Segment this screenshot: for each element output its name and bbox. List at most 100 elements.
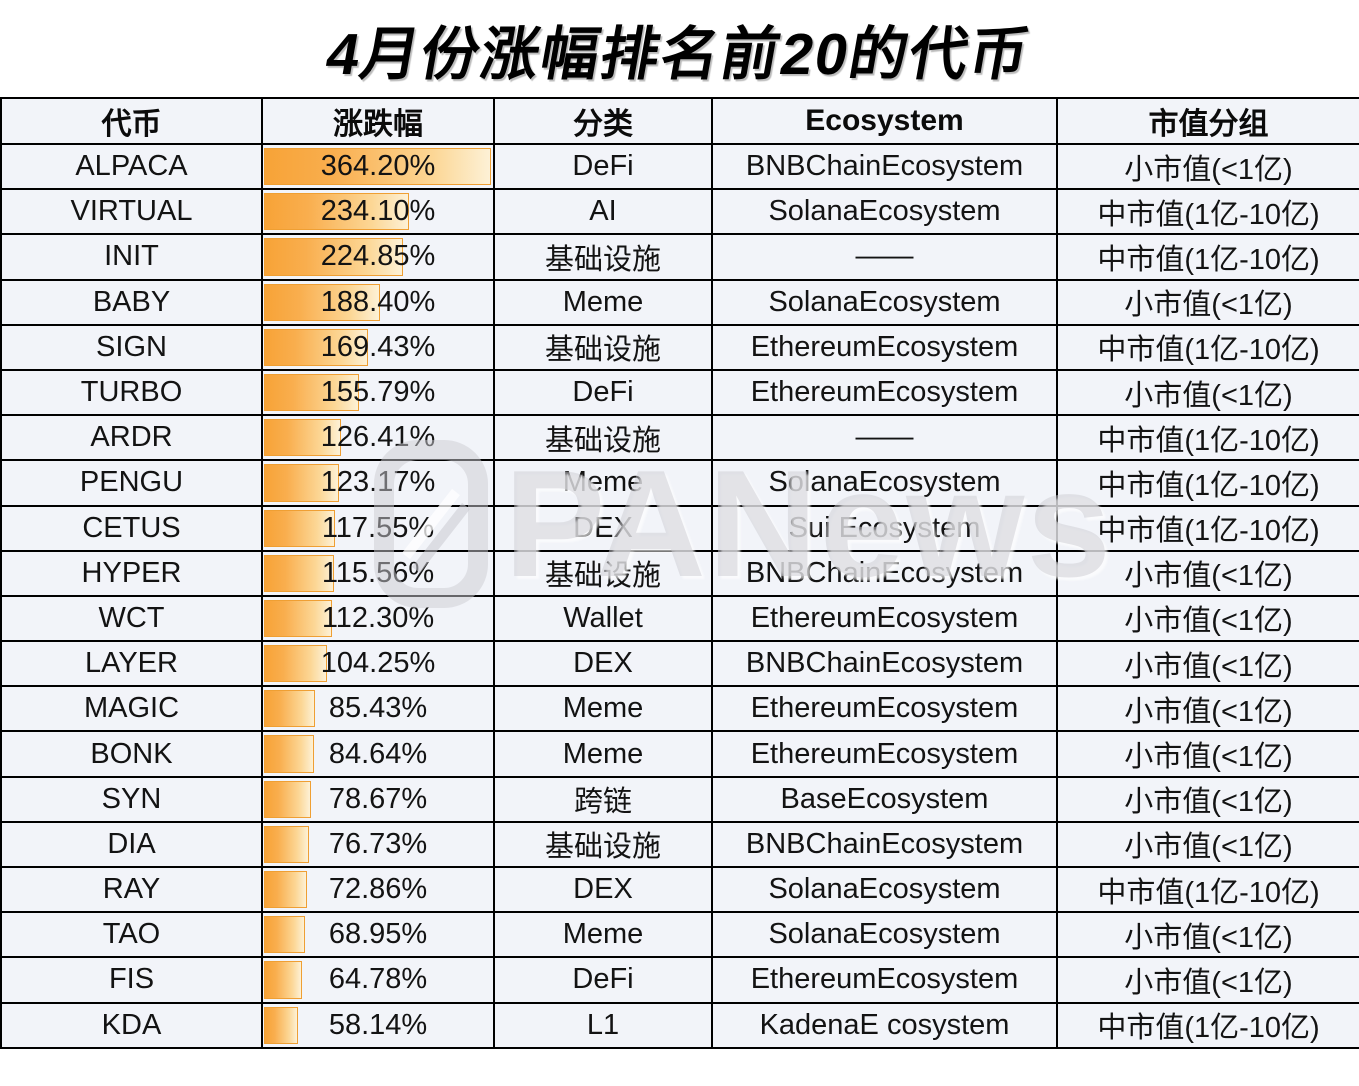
table-row: PENGU 123.17% Meme SolanaEcosystem 中市值(1亿-10… xyxy=(0,459,1359,507)
change-cell: 112.30% xyxy=(261,594,495,643)
gainers-table: 代币 涨跌幅 分类 Ecosystem 市值分组 ALPACA 364.20% De… xyxy=(0,97,1359,1049)
change-value: 115.56% xyxy=(321,556,435,589)
change-data-bar xyxy=(264,916,305,954)
token-cell: ALPACA xyxy=(0,142,263,191)
mcap-cell: 小市值(<1亿) xyxy=(1056,368,1359,417)
mcap-cell: 小市值(<1亿) xyxy=(1056,911,1359,959)
token-cell: CETUS xyxy=(0,504,263,552)
category-cell: Meme xyxy=(493,685,713,733)
change-cell: 68.95% xyxy=(261,911,495,959)
table-row: BONK 84.64% Meme EthereumEcosystem 小市值(<1亿) xyxy=(0,730,1359,778)
ecosystem-cell: BNBChainEcosystem xyxy=(711,142,1058,191)
change-cell: 84.64% xyxy=(261,730,495,778)
table-row: HYPER 115.56% 基础设施 BNBChainEcosystem 小市值(<1亿… xyxy=(0,549,1359,597)
change-value: 76.73% xyxy=(328,827,428,860)
table-row: ARDR 126.41% 基础设施 —— 中市值(1亿-10亿) xyxy=(0,414,1359,462)
mcap-cell: 小市值(<1亿) xyxy=(1056,685,1359,733)
change-cell: 169.43% xyxy=(261,323,495,371)
change-cell: 76.73% xyxy=(261,820,495,869)
change-value: 84.64% xyxy=(328,737,428,770)
change-data-bar xyxy=(264,735,315,773)
category-cell: DeFi xyxy=(493,368,713,417)
ecosystem-cell: SolanaEcosystem xyxy=(711,911,1058,959)
token-cell: INIT xyxy=(0,233,263,281)
change-data-bar xyxy=(264,148,491,186)
change-value: 169.43% xyxy=(320,330,436,363)
token-cell: KDA xyxy=(0,1001,263,1049)
ecosystem-cell: EthereumEcosystem xyxy=(711,730,1058,778)
token-cell: FIS xyxy=(0,956,263,1004)
change-value: 126.41% xyxy=(320,421,436,454)
mcap-cell: 小市值(<1亿) xyxy=(1056,730,1359,778)
table-row: TURBO 155.79% DeFi EthereumEcosystem 小市值(<1亿… xyxy=(0,368,1359,417)
table-row: FIS 64.78% DeFi EthereumEcosystem 小市值(<1亿) xyxy=(0,956,1359,1004)
token-cell: TAO xyxy=(0,911,263,959)
header-mcap-group: 市值分组 xyxy=(1056,97,1359,145)
change-value: 224.85% xyxy=(320,240,436,273)
ecosystem-cell: SolanaEcosystem xyxy=(711,865,1058,914)
change-cell: 234.10% xyxy=(261,188,495,236)
ecosystem-cell: KadenaE cosystem xyxy=(711,1001,1058,1049)
mcap-cell: 小市值(<1亿) xyxy=(1056,956,1359,1004)
table-row: INIT 224.85% 基础设施 —— 中市值(1亿-10亿) xyxy=(0,233,1359,281)
token-cell: PENGU xyxy=(0,459,263,507)
category-cell: DEX xyxy=(493,865,713,914)
change-cell: 115.56% xyxy=(261,549,495,597)
mcap-cell: 中市值(1亿-10亿) xyxy=(1056,865,1359,914)
mcap-cell: 小市值(<1亿) xyxy=(1056,142,1359,191)
token-cell: SIGN xyxy=(0,323,263,371)
token-cell: BONK xyxy=(0,730,263,778)
change-data-bar xyxy=(264,961,302,999)
header-token: 代币 xyxy=(0,97,263,145)
change-cell: 188.40% xyxy=(261,278,495,326)
token-cell: LAYER xyxy=(0,640,263,688)
token-cell: HYPER xyxy=(0,549,263,597)
ecosystem-cell: EthereumEcosystem xyxy=(711,368,1058,417)
change-cell: 85.43% xyxy=(261,685,495,733)
change-value: 123.17% xyxy=(320,466,436,499)
category-cell: 基础设施 xyxy=(493,549,713,597)
table-row: SIGN 169.43% 基础设施 EthereumEcosystem 中市值(1亿-1… xyxy=(0,323,1359,371)
change-value: 104.25% xyxy=(320,647,436,680)
token-cell: VIRTUAL xyxy=(0,188,263,236)
change-cell: 58.14% xyxy=(261,1001,495,1049)
category-cell: DeFi xyxy=(493,956,713,1004)
table-row: DIA 76.73% 基础设施 BNBChainEcosystem 小市值(<1亿) xyxy=(0,820,1359,869)
token-cell: MAGIC xyxy=(0,685,263,733)
change-value: 85.43% xyxy=(328,692,428,725)
header-category: 分类 xyxy=(493,97,713,145)
category-cell: L1 xyxy=(493,1001,713,1049)
category-cell: Wallet xyxy=(493,594,713,643)
change-data-bar xyxy=(264,825,310,863)
change-cell: 78.67% xyxy=(261,775,495,823)
category-cell: 基础设施 xyxy=(493,323,713,371)
token-cell: TURBO xyxy=(0,368,263,417)
title-band: 4月份涨幅排名前20的代币 xyxy=(0,0,1359,97)
change-value: 72.86% xyxy=(328,873,428,906)
change-cell: 126.41% xyxy=(261,414,495,462)
ecosystem-cell: EthereumEcosystem xyxy=(711,685,1058,733)
change-value: 234.10% xyxy=(320,195,436,228)
change-cell: 155.79% xyxy=(261,368,495,417)
ecosystem-cell: EthereumEcosystem xyxy=(711,956,1058,1004)
ecosystem-cell: BaseEcosystem xyxy=(711,775,1058,823)
change-data-bar xyxy=(264,554,334,592)
change-value: 64.78% xyxy=(328,963,428,996)
change-value: 78.67% xyxy=(328,782,428,815)
ecosystem-cell: —— xyxy=(711,233,1058,281)
change-cell: 64.78% xyxy=(261,956,495,1004)
mcap-cell: 小市值(<1亿) xyxy=(1056,820,1359,869)
change-value: 58.14% xyxy=(328,1008,428,1041)
change-data-bar xyxy=(264,690,315,728)
table-row: VIRTUAL 234.10% AI SolanaEcosystem 中市值(1亿-10… xyxy=(0,188,1359,236)
token-cell: SYN xyxy=(0,775,263,823)
table-row: ALPACA 364.20% DeFi BNBChainEcosystem 小市值(<1… xyxy=(0,142,1359,191)
ecosystem-cell: Sui Ecosystem xyxy=(711,504,1058,552)
table-row: LAYER 104.25% DEX BNBChainEcosystem 小市值(<1亿) xyxy=(0,640,1359,688)
ecosystem-cell: SolanaEcosystem xyxy=(711,459,1058,507)
ecosystem-cell: SolanaEcosystem xyxy=(711,188,1058,236)
token-cell: BABY xyxy=(0,278,263,326)
mcap-cell: 小市值(<1亿) xyxy=(1056,594,1359,643)
mcap-cell: 中市值(1亿-10亿) xyxy=(1056,188,1359,236)
change-data-bar xyxy=(264,419,341,457)
